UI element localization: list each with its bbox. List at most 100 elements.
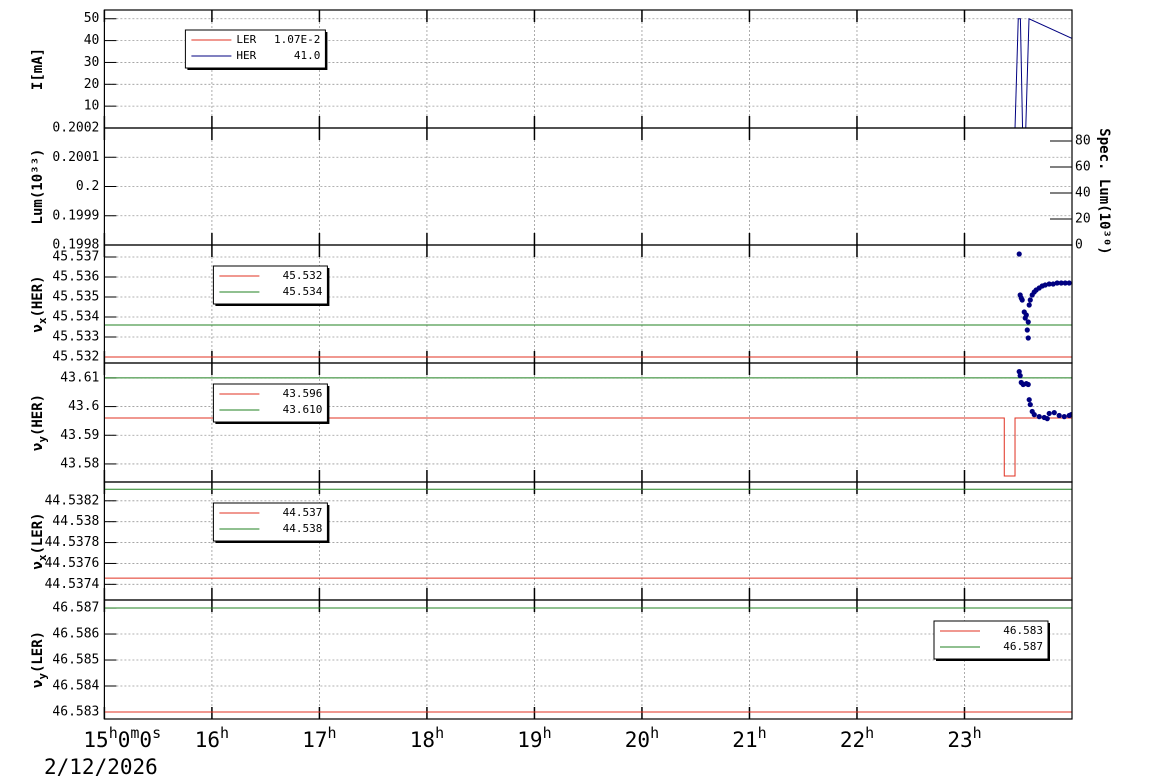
- data-point: [1025, 381, 1031, 388]
- y-tick-label: 0.2002: [52, 121, 99, 136]
- legend-value: 41.0: [294, 49, 321, 62]
- x-tick-label: 19h: [517, 724, 551, 753]
- y-axis-label: νx(HER): [30, 275, 49, 332]
- legend-value: 43.596: [283, 387, 323, 400]
- legend-value: 45.532: [283, 269, 323, 282]
- data-point: [1024, 327, 1030, 333]
- y2-tick-label: 0: [1075, 238, 1083, 253]
- legend-value: 43.610: [283, 403, 323, 416]
- data-point: [1017, 373, 1023, 379]
- data-point: [1054, 280, 1060, 286]
- y-tick-label: 46.585: [52, 653, 99, 668]
- y-tick-label: 45.535: [52, 290, 99, 305]
- panel: 10 20 30 40 50 I[mA] LER 1.07E-2 HER 41.0: [30, 9, 1073, 129]
- data-point: [1046, 410, 1052, 417]
- y-axis-label: νy(LER): [30, 631, 49, 688]
- data-point: [1023, 312, 1029, 318]
- data-point: [1044, 416, 1050, 422]
- panel: 45.532 45.533 45.534 45.535 45.536 45.537νx(H…: [30, 244, 1073, 365]
- panel-frame: [103, 599, 1073, 720]
- y2-tick-label: 40: [1075, 186, 1091, 201]
- y-tick-label: 44.5374: [45, 577, 100, 592]
- y2-tick-label: 80: [1075, 134, 1091, 149]
- legend-value: 46.587: [1003, 640, 1043, 653]
- date-label: 2/12/2026: [44, 755, 158, 779]
- y-tick-label: 43.59: [60, 428, 99, 443]
- legend-box: [212, 265, 328, 305]
- legend-value: 45.534: [283, 285, 323, 298]
- data-point: [1042, 282, 1048, 288]
- legend-box: [212, 502, 328, 542]
- y-tick-label: 0.1998: [52, 238, 99, 253]
- y-tick-label: 46.583: [52, 704, 99, 719]
- y-tick-label: 43.58: [60, 456, 99, 471]
- y-tick-label: 44.5382: [45, 493, 100, 508]
- y-tick-label: 10: [84, 99, 100, 114]
- legend-box: [184, 29, 326, 69]
- data-point: [1051, 410, 1057, 416]
- panel: 46.58346.58446.58546.58646.587νy(LER)46.…: [30, 599, 1073, 720]
- y-tick-label: 46.587: [52, 601, 99, 616]
- data-point: [1019, 297, 1025, 303]
- data-point: [1056, 412, 1062, 419]
- panel: 0.1998 0.1999 0.2 0.2001 0.2002 0 20 40 60 80 Spec…: [30, 121, 1112, 255]
- y-tick-label: 44.538: [52, 514, 99, 529]
- y-axis-label: Lum(10³³): [30, 149, 46, 225]
- y-tick-label: 40: [84, 33, 100, 48]
- data-point: [1058, 280, 1064, 286]
- legend-value: 44.538: [283, 522, 323, 535]
- y2-tick-label: 20: [1075, 212, 1091, 227]
- data-point: [1027, 297, 1033, 303]
- y-tick-label: 46.584: [52, 679, 99, 694]
- y-tick-label: 0.2001: [52, 150, 99, 165]
- y-tick-label: 43.61: [60, 370, 99, 385]
- y2-tick-label: 60: [1075, 160, 1091, 175]
- y-tick-label: 30: [84, 55, 100, 70]
- y-tick-label: 45.534: [52, 310, 99, 325]
- y-tick-label: 46.586: [52, 627, 99, 642]
- panel: 43.58 43.59 43.6 43.61 νy(HER) 43.596 43.610: [30, 362, 1073, 483]
- y-tick-label: 45.533: [52, 330, 99, 345]
- y-axis-label: I[mA]: [30, 48, 46, 90]
- y-tick-label: 45.536: [52, 270, 99, 285]
- legend-name: LER: [236, 33, 256, 46]
- x-tick-label: 21h: [732, 724, 766, 753]
- data-point: [1061, 414, 1067, 420]
- y-tick-label: 44.5378: [45, 535, 100, 550]
- legend-value: 46.583: [1003, 624, 1043, 637]
- x-tick-label: 17h: [302, 724, 336, 753]
- series-line: [104, 417, 1072, 477]
- y-tick-label: 0.1999: [52, 208, 99, 223]
- x-tick-label: 23h: [947, 724, 981, 753]
- data-point: [1062, 280, 1068, 286]
- data-point: [1025, 335, 1031, 341]
- y-tick-label: 45.532: [52, 350, 99, 365]
- legend-name: HER: [236, 49, 256, 62]
- series-line: [104, 17, 1072, 128]
- panel: 44.5374 44.5376 44.5378 44.538 44.5382 νx(LER…: [30, 481, 1073, 601]
- y-axis-label: νy(HER): [30, 394, 49, 451]
- x-tick-label: 16h: [195, 724, 229, 753]
- data-point: [1026, 302, 1032, 308]
- y2-axis-label: Spec. Lum(10³⁰): [1096, 128, 1112, 254]
- data-point: [1046, 281, 1052, 287]
- legend-value: 1.07E-2: [274, 33, 320, 46]
- legend-box: [933, 620, 1049, 660]
- data-point: [1036, 414, 1042, 420]
- y-tick-label: 0.2: [76, 179, 99, 194]
- legend-value: 44.537: [283, 506, 323, 519]
- data-point: [1016, 369, 1022, 375]
- y-tick-label: 44.5376: [45, 556, 100, 571]
- data-point: [1068, 412, 1072, 418]
- x-tick-label: 20h: [625, 724, 659, 753]
- x-tick-label: 22h: [840, 724, 874, 753]
- data-point: [1025, 319, 1031, 325]
- data-point: [1031, 412, 1037, 418]
- data-point: [1066, 280, 1072, 286]
- data-point: [1027, 401, 1033, 408]
- data-point: [1026, 397, 1032, 403]
- data-point: [1050, 281, 1056, 287]
- x-tick-label: 18h: [410, 724, 444, 753]
- y-tick-label: 20: [84, 77, 100, 92]
